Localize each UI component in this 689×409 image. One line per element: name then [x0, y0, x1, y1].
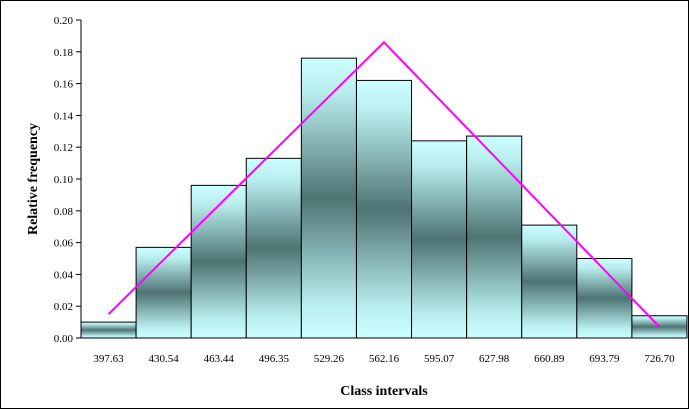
y-tick-label: 0.12 — [54, 142, 73, 154]
overlay-line-layer — [107, 40, 661, 328]
y-tick-label: 0.02 — [54, 301, 73, 313]
histogram-bar — [300, 57, 357, 339]
y-tick-label: 0.14 — [54, 110, 74, 122]
x-tick-label: 496.35 — [259, 353, 290, 365]
y-tick-label: 0.08 — [54, 206, 74, 218]
x-tick-label: 430.54 — [149, 353, 180, 365]
histogram-bar — [411, 140, 468, 339]
histogram-bar — [245, 157, 302, 339]
histogram-bar — [466, 135, 523, 339]
x-tick-label: 627.98 — [479, 353, 510, 365]
x-tick-label: 726.70 — [644, 353, 675, 365]
x-tick-label: 660.89 — [534, 353, 565, 365]
histogram-bar — [190, 184, 247, 339]
x-tick-label: 693.79 — [589, 353, 620, 365]
y-tick-label: 0.00 — [54, 333, 74, 345]
histogram-bar — [576, 258, 633, 339]
x-tick-label: 562.16 — [369, 353, 400, 365]
bars — [80, 57, 688, 339]
y-tick-label: 0.10 — [54, 174, 74, 186]
y-tick-label: 0.04 — [54, 269, 74, 281]
y-tick-label: 0.16 — [54, 79, 74, 91]
x-tick-label: 529.26 — [314, 353, 345, 365]
histogram-bar — [80, 321, 137, 339]
x-axis-title: Class intervals — [340, 384, 428, 399]
histogram-bar — [521, 224, 578, 339]
histogram-bar — [355, 79, 413, 339]
histogram-bar — [631, 315, 688, 339]
y-axis-title: Relative frequency — [26, 123, 41, 235]
x-axis-labels: 397.63 430.54 463.44 496.35 529.26 562.16 595.… — [93, 353, 675, 365]
overlay-triangle-line — [107, 40, 661, 328]
x-tick-label: 463.44 — [204, 353, 235, 365]
x-tick-label: 595.07 — [424, 353, 455, 365]
y-tick-label: 0.18 — [54, 47, 74, 59]
y-tick-label: 0.20 — [54, 15, 74, 27]
x-tick-label: 397.63 — [93, 353, 124, 365]
y-tick-label: 0.06 — [54, 238, 74, 250]
